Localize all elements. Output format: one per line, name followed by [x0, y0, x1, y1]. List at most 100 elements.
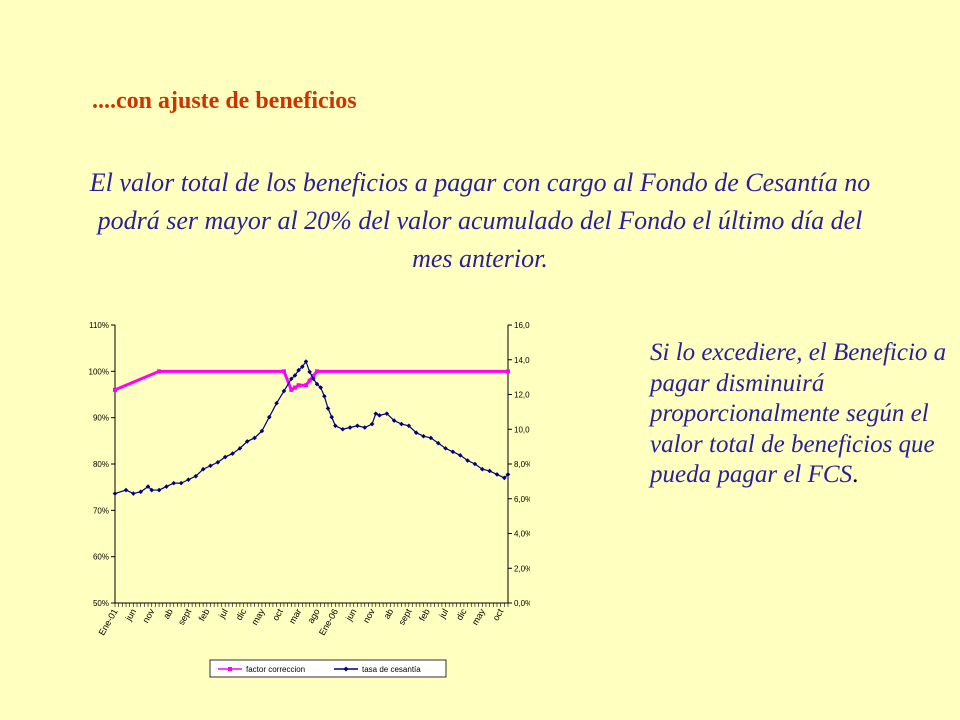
right-tick-label: 16,0% [514, 321, 530, 330]
left-tick-label: 80% [93, 460, 109, 469]
legend-swatch-marker [343, 666, 349, 672]
tasa-cesantia-point [193, 473, 199, 479]
factor-correccion-start-point [113, 387, 117, 392]
tasa-cesantia-point [479, 466, 485, 472]
tasa-cesantia-series [112, 359, 511, 496]
tasa-cesantia-point [259, 428, 265, 434]
intro-paragraph: El valor total de los beneficios a pagar… [89, 168, 871, 273]
x-axis-ticks: Ene-01 jun nov ab sept feb jul dic may oct mar agoE… [97, 603, 509, 637]
tasa-cesantia-point [391, 418, 397, 423]
legend-label: factor correccion [246, 665, 305, 674]
factor-correccion-point [281, 369, 286, 374]
tasa-cesantia-point [145, 484, 151, 489]
tasa-cesantia-point [340, 426, 346, 432]
tasa-cesantia-point [300, 364, 305, 369]
x-tick-label: jul [216, 607, 230, 621]
tasa-cesantia-point [413, 430, 419, 436]
right-tick-label: 0,0% [514, 599, 530, 608]
right-tick-label: 12,0% [514, 391, 530, 400]
factor-correccion-point [303, 383, 308, 388]
tasa-cesantia-point [421, 433, 426, 439]
side-paragraph-text: Si lo excediere, el Beneficio a pagar di… [650, 339, 947, 488]
tasa-cesantia-point [377, 413, 382, 418]
tasa-cesantia-point [502, 475, 507, 481]
tasa-cesantia-point [457, 453, 463, 458]
tasa-cesantia-point [487, 468, 492, 474]
tasa-cesantia-point [465, 458, 470, 463]
tasa-cesantia-point [244, 439, 250, 444]
factor-correccion-point [311, 373, 316, 378]
tasa-cesantia-point [329, 414, 335, 420]
x-tick-label: mar [287, 607, 303, 625]
tasa-cesantia-point [112, 491, 118, 496]
factor-correccion-point [315, 369, 320, 374]
tasa-cesantia-point [355, 423, 360, 429]
x-tick-label: sept [396, 607, 413, 627]
left-tick-label: 60% [93, 553, 109, 562]
tasa-cesantia-point [428, 435, 434, 441]
factor-correccion-point [289, 387, 294, 392]
tasa-cesantia-point [215, 459, 221, 465]
factor-correccion-point [292, 385, 297, 390]
tasa-cesantia-point [237, 446, 243, 451]
x-tick-label: dic [454, 607, 469, 622]
tasa-cesantia-point [222, 454, 228, 460]
right-tick-label: 14,0% [514, 356, 530, 365]
x-tick-label: oct [491, 607, 506, 623]
x-tick-label: ab [161, 607, 175, 621]
left-tick-label: 70% [93, 506, 109, 515]
tasa-cesantia-point [296, 367, 301, 373]
left-tick-label: 90% [93, 414, 109, 423]
x-tick-label: sept [176, 607, 193, 627]
factor-correccion-series [113, 369, 510, 393]
chart-legend: factor correccion tasa de cesantía [209, 659, 447, 678]
tasa-cesantia-point [505, 472, 511, 477]
tasa-cesantia-point [274, 400, 279, 406]
x-tick-label: oct [270, 607, 285, 623]
tasa-cesantia-point [435, 440, 441, 446]
left-tick-label: 110% [89, 321, 109, 330]
factor-correccion-point [506, 369, 510, 374]
legend-label: tasa de cesantía [362, 665, 421, 674]
tasa-cesantia-point [123, 487, 129, 493]
x-tick-label: nov [361, 607, 377, 625]
tasa-cesantia-point [281, 388, 287, 394]
left-tick-label: 100% [89, 367, 109, 376]
left-axis-ticks: 50% 60% 70% 80% 90% 100% 110% [89, 321, 115, 608]
x-tick-label: Ene-01 [97, 607, 120, 637]
right-tick-label: 10,0% [514, 425, 530, 434]
x-tick-label: nov [141, 607, 157, 625]
x-tick-label: dic [234, 607, 249, 622]
tasa-cesantia-point [164, 484, 169, 489]
x-tick-label: may [470, 607, 487, 627]
right-tick-label: 2,0% [514, 564, 530, 573]
tasa-cesantia-point [131, 491, 136, 496]
slide-heading: ....con ajuste de beneficios [92, 88, 357, 114]
tasa-cesantia-point [149, 487, 155, 493]
tasa-cesantia-point [230, 451, 235, 456]
left-tick-label: 50% [93, 599, 109, 608]
tasa-cesantia-point [156, 487, 162, 493]
tasa-cesantia-point [443, 446, 448, 451]
tasa-cesantia-point [369, 421, 375, 427]
chart-series [112, 359, 511, 496]
tasa-cesantia-point [325, 406, 331, 411]
tasa-cesantia-point [450, 449, 456, 455]
x-tick-label: jun [123, 607, 138, 623]
factor-correccion-point [296, 383, 301, 388]
right-axis-ticks: 0,0% 2,0% 4,0% 6,0% 8,0% 10,0% 12,0% 14,0% 16,0% [508, 321, 530, 608]
factor-correccion-point [307, 378, 312, 383]
tasa-cesantia-point [406, 423, 412, 429]
tasa-cesantia-point [399, 421, 404, 427]
tasa-cesantia-point [186, 477, 191, 482]
right-tick-label: 8,0% [514, 460, 530, 469]
tasa-cesantia-point [208, 463, 213, 469]
factor-correccion-point [157, 369, 162, 374]
tasa-cesantia-point [333, 423, 338, 429]
unemployment-chart: 50% 60% 70% 80% 90% 100% 110% 0,0% 2,0% 4,0% 6,0%… [89, 321, 530, 678]
chart-axes [114, 325, 509, 604]
right-tick-label: 6,0% [514, 495, 530, 504]
tasa-cesantia-point [311, 376, 316, 382]
tasa-cesantia-point [178, 480, 184, 486]
tasa-cesantia-point [138, 489, 144, 495]
